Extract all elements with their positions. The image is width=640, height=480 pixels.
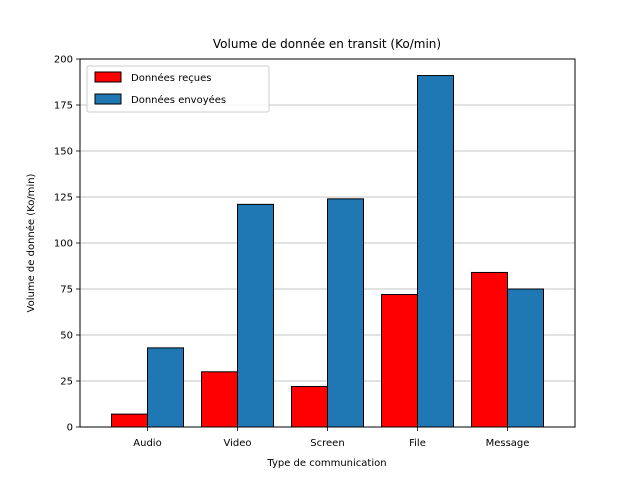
y-tick-label: 150 (54, 147, 73, 158)
x-tick-label: File (409, 438, 426, 449)
y-tick-label: 125 (54, 193, 73, 204)
x-tick-label: Audio (133, 438, 161, 449)
bar-message-series-2 (507, 288, 544, 428)
chart-title: Volume de donnée en transit (Ko/min) (213, 37, 441, 51)
y-axis-label: Volume de donnée (Ko/min) (25, 173, 37, 312)
bar-file-series-2 (417, 75, 454, 428)
legend-box (86, 65, 270, 113)
y-axis: 0 25 50 75 100 125 150 175 200 (54, 55, 80, 434)
x-tick-label: Video (223, 438, 251, 449)
x-tick-label: Message (486, 438, 530, 449)
bar-screen-series-2 (327, 198, 364, 428)
bar-message-series-1 (471, 271, 508, 428)
legend-swatch (94, 71, 122, 83)
bars (111, 75, 544, 428)
x-axis: Audio Video Screen File Message (133, 427, 529, 449)
y-tick-label: 25 (60, 377, 73, 388)
legend-label: Données reçues (131, 72, 211, 84)
y-tick-label: 200 (54, 55, 73, 66)
legend: Données reçues Données envoyées (86, 65, 270, 113)
y-tick-label: 0 (67, 423, 73, 434)
legend-label: Données envoyées (131, 94, 226, 106)
bar-audio-series-1 (111, 413, 148, 428)
y-tick-label: 75 (60, 285, 73, 296)
y-tick-label: 50 (60, 331, 73, 342)
x-axis-label: Type de communication (266, 458, 386, 469)
y-tick-label: 100 (54, 239, 73, 250)
bar-video-series-1 (201, 371, 238, 428)
bar-video-series-2 (237, 203, 274, 428)
x-tick-label: Screen (310, 438, 344, 449)
legend-swatch (94, 93, 122, 105)
bar-file-series-1 (381, 294, 418, 428)
bar-audio-series-2 (147, 347, 184, 428)
bar-screen-series-1 (291, 386, 328, 428)
y-tick-label: 175 (54, 101, 73, 112)
